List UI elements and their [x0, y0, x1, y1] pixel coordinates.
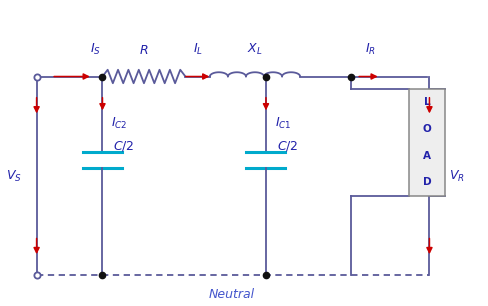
Text: $C/2$: $C/2$ [277, 139, 298, 153]
Text: L: L [424, 97, 430, 107]
Text: $V_S$: $V_S$ [6, 168, 22, 184]
Text: $V_R$: $V_R$ [449, 168, 465, 184]
Text: O: O [423, 124, 431, 134]
Text: $I_R$: $I_R$ [366, 42, 376, 57]
Text: D: D [423, 177, 431, 188]
Text: $I_L$: $I_L$ [193, 42, 203, 57]
Text: $I_{C2}$: $I_{C2}$ [111, 116, 128, 131]
Text: $X_L$: $X_L$ [247, 42, 263, 57]
Text: Neutral: Neutral [209, 288, 255, 300]
Text: $I_S$: $I_S$ [90, 42, 101, 57]
Text: A: A [423, 151, 431, 161]
FancyBboxPatch shape [409, 89, 446, 196]
Text: $I_{C1}$: $I_{C1}$ [275, 116, 291, 131]
Text: $R$: $R$ [139, 44, 149, 57]
Text: $C/2$: $C/2$ [113, 139, 134, 153]
